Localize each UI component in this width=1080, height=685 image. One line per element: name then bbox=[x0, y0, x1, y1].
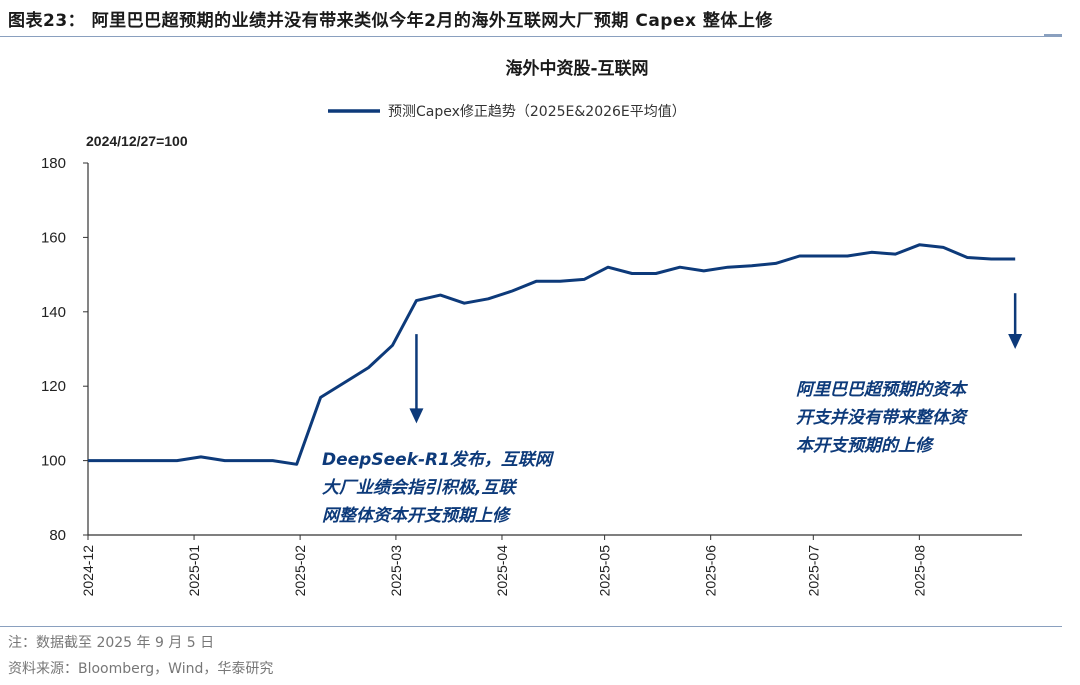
figure-title: 图表23： 阿里巴巴超预期的业绩并没有带来类似今年2月的海外互联网大厂预期 Ca… bbox=[8, 6, 773, 31]
annotation-text-line: 本开支预期的上修 bbox=[796, 436, 935, 456]
legend: 预测Capex修正趋势（2025E&2026E平均值） bbox=[328, 104, 686, 120]
annotation-arrow-head bbox=[1008, 334, 1023, 349]
y-tick-label: 180 bbox=[41, 155, 66, 172]
x-tick-label: 2025-05 bbox=[597, 545, 613, 597]
x-tick-label: 2025-03 bbox=[388, 545, 404, 597]
annotation-text-line: 阿里巴巴超预期的资本 bbox=[796, 380, 969, 400]
series-line-capex-revision bbox=[88, 243, 1016, 466]
top-divider bbox=[0, 36, 1062, 37]
chart-title: 海外中资股-互联网 bbox=[505, 58, 648, 79]
source-note: 资料来源：Bloomberg，Wind，华泰研究 bbox=[8, 661, 274, 677]
legend-label: 预测Capex修正趋势（2025E&2026E平均值） bbox=[388, 104, 686, 120]
figure-label: 图表23： bbox=[8, 11, 86, 31]
x-tick-label: 2025-04 bbox=[494, 545, 510, 597]
x-axis: 2024-12 2025-01 2025-02 2025-03 2025-04 2025-… bbox=[80, 534, 1022, 597]
y-tick-label: 80 bbox=[49, 527, 66, 544]
y-tick-label: 160 bbox=[41, 229, 66, 246]
x-tick-label: 2024-12 bbox=[80, 545, 96, 597]
bottom-divider bbox=[0, 626, 1062, 627]
y-tick-label: 100 bbox=[41, 453, 66, 470]
x-tick-label: 2025-07 bbox=[805, 545, 821, 597]
annotation-text-line: 网整体资本开支预期上修 bbox=[322, 506, 512, 526]
y-tick-label: 120 bbox=[41, 378, 66, 395]
x-tick-label: 2025-02 bbox=[292, 545, 308, 597]
annotation-text-line: 大厂业绩会指引积极,互联 bbox=[322, 478, 518, 498]
annotations-layer: DeepSeek-R1发布，互联网大厂业绩会指引积极,互联网整体资本开支预期上修… bbox=[322, 293, 1023, 526]
annotation-arrow-head bbox=[409, 408, 424, 424]
x-tick-label: 2025-08 bbox=[911, 545, 927, 597]
annotation-text-line: 开支并没有带来整体资 bbox=[796, 408, 969, 428]
base-note: 2024/12/27=100 bbox=[86, 133, 188, 149]
annotation-text-line: DeepSeek-R1发布，互联网 bbox=[322, 450, 555, 470]
footnote: 注：数据截至 2025 年 9 月 5 日 bbox=[8, 635, 215, 651]
figure-title-text: 阿里巴巴超预期的业绩并没有带来类似今年2月的海外互联网大厂预期 Capex 整体… bbox=[91, 11, 773, 31]
x-tick-label: 2025-01 bbox=[186, 545, 202, 597]
series-layer bbox=[88, 243, 1016, 466]
x-tick-label: 2025-06 bbox=[703, 545, 719, 597]
y-tick-label: 140 bbox=[41, 304, 66, 321]
y-axis: 80 100 120 140 160 180 bbox=[41, 155, 89, 544]
top-divider-accent bbox=[1044, 34, 1062, 36]
